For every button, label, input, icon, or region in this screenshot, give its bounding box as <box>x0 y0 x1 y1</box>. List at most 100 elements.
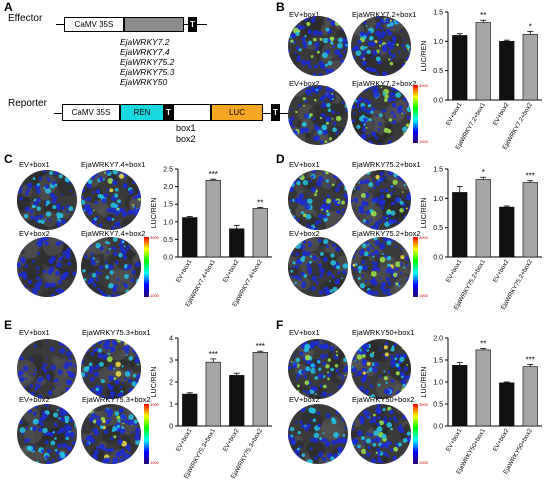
y-tick-label: 1 <box>169 402 173 409</box>
y-axis-label: LUC/REN <box>151 198 158 229</box>
panel-label-c: C <box>4 152 13 166</box>
y-tick-label: 0.5 <box>433 225 443 232</box>
gene-name: EjaWRKY7.4 <box>120 47 170 57</box>
reporter-terminator-1: T <box>164 104 173 121</box>
y-tick-label: 0.0 <box>163 255 173 262</box>
colorbar-max: 3000 <box>419 402 428 407</box>
image-label: EV+box1 <box>19 328 50 337</box>
image-label: EV+box1 <box>19 160 50 169</box>
y-tick-label: 0.5 <box>433 402 443 409</box>
gene-name: EjaWRKY7.2 <box>120 37 170 47</box>
luminescence-image <box>288 170 348 230</box>
error-bar <box>480 176 487 180</box>
luminescence-image <box>17 237 77 297</box>
gene-name: EjaWRKY50 <box>120 77 168 87</box>
colorbar-max: 3000 <box>419 83 428 88</box>
colorbar-min: 1000 <box>150 293 159 298</box>
colorbar-min: 1000 <box>419 139 428 144</box>
error-bar <box>527 30 534 35</box>
y-axis-label: LUC/REN <box>421 367 428 398</box>
error-bar <box>186 216 193 218</box>
bar <box>522 33 538 101</box>
error-bar <box>480 19 487 23</box>
effector-line-right <box>197 24 207 25</box>
image-label: EV+box2 <box>289 229 320 238</box>
y-tick-label: 1.5 <box>433 10 443 17</box>
effector-gene-list: EjaWRKY7.2 EjaWRKY7.4 EjaWRKY75.2 EjaWRK… <box>120 37 174 87</box>
colorbar-min: 1000 <box>150 460 159 465</box>
bar-chart: LUC/REN0.00.51.01.52.02.5EV+box1***EjaWR… <box>151 167 272 308</box>
y-tick-label: 1.0 <box>433 39 443 46</box>
reporter-box-list: box1 box2 <box>176 123 196 145</box>
image-label: EjaWRKY75.2+box1 <box>352 160 421 169</box>
error-bar <box>456 362 463 366</box>
luminescence-image <box>351 339 411 399</box>
colorbar <box>413 404 418 464</box>
y-tick-label: 0 <box>169 424 173 431</box>
bar <box>499 206 515 258</box>
reporter-line-mid <box>263 113 271 114</box>
reporter-line-right <box>280 113 288 114</box>
image-label: EjaWRKY75.3+box2 <box>82 395 151 404</box>
y-tick-label: 0.0 <box>433 255 443 262</box>
gene-name: EjaWRKY75.3 <box>120 67 175 77</box>
bar <box>252 208 268 258</box>
x-tick-label: EV+box2 <box>222 427 241 453</box>
luminescence-image <box>288 85 348 145</box>
error-bar <box>233 372 240 376</box>
y-axis-label: LUC/REN <box>421 41 428 72</box>
x-tick-label: EV+box2 <box>492 427 511 453</box>
bar <box>205 361 221 427</box>
reporter-label: Reporter <box>8 98 47 109</box>
effector-gene-box <box>124 17 184 32</box>
image-label: EV+box1 <box>289 10 320 19</box>
x-tick-label: EV+box2 <box>222 258 241 284</box>
bar <box>229 375 245 427</box>
panel-label-f: F <box>276 318 284 332</box>
image-label: EV+box1 <box>289 160 320 169</box>
image-label: EV+box1 <box>289 328 320 337</box>
y-axis-label: LUC/REN <box>421 198 428 229</box>
colorbar <box>144 404 149 464</box>
luminescence-image <box>288 404 348 464</box>
image-label: EV+box2 <box>19 395 50 404</box>
image-label: EjaWRKY7.2+box2 <box>352 79 417 88</box>
luminescence-image <box>81 170 141 230</box>
image-label: EjaWRKY75.3+box1 <box>82 328 151 337</box>
y-tick-label: 2.0 <box>163 184 173 191</box>
bar <box>522 182 538 258</box>
effector-line-left <box>56 24 64 25</box>
y-tick-label: 1.5 <box>433 358 443 365</box>
y-tick-label: 0.0 <box>433 98 443 105</box>
image-label: EV+box2 <box>19 229 50 238</box>
bar-chart: LUC/REN0.00.51.01.5EV+box1**EjaWRKY7.2+b… <box>421 10 542 151</box>
x-tick-label: EV+box1 <box>175 258 194 284</box>
y-tick-label: 1.0 <box>433 380 443 387</box>
x-tick-label: EV+box1 <box>445 427 464 453</box>
significance-mark: *** <box>209 170 218 179</box>
gene-name: EjaWRKY75.2 <box>120 57 175 67</box>
error-bar <box>233 224 240 229</box>
reporter-line-left <box>54 113 62 114</box>
x-tick-label: EV+box2 <box>492 101 511 127</box>
image-label: EjaWRKY75.2+box2 <box>352 229 421 238</box>
x-tick-label: EV+box1 <box>175 427 194 453</box>
luminescence-image <box>17 339 77 399</box>
error-bar <box>456 186 463 193</box>
error-bar <box>186 392 193 395</box>
ren-box: REN <box>120 104 164 121</box>
significance-mark: *** <box>526 172 535 181</box>
error-bar <box>503 39 510 42</box>
error-bar <box>257 350 264 353</box>
colorbar-min: 1000 <box>419 293 428 298</box>
effector-line-mid <box>184 24 188 25</box>
error-bar <box>456 33 463 36</box>
luminescence-image <box>351 16 411 76</box>
panel-label-b: B <box>276 0 285 14</box>
bar <box>182 217 198 258</box>
reporter-promoter-box: CaMV 35S <box>62 104 120 121</box>
bar <box>475 179 491 258</box>
bar-chart: LUC/REN0.00.51.01.52.0EV+box1**EjaWRKY50… <box>421 336 542 476</box>
bar <box>452 35 468 101</box>
bar <box>475 22 491 101</box>
